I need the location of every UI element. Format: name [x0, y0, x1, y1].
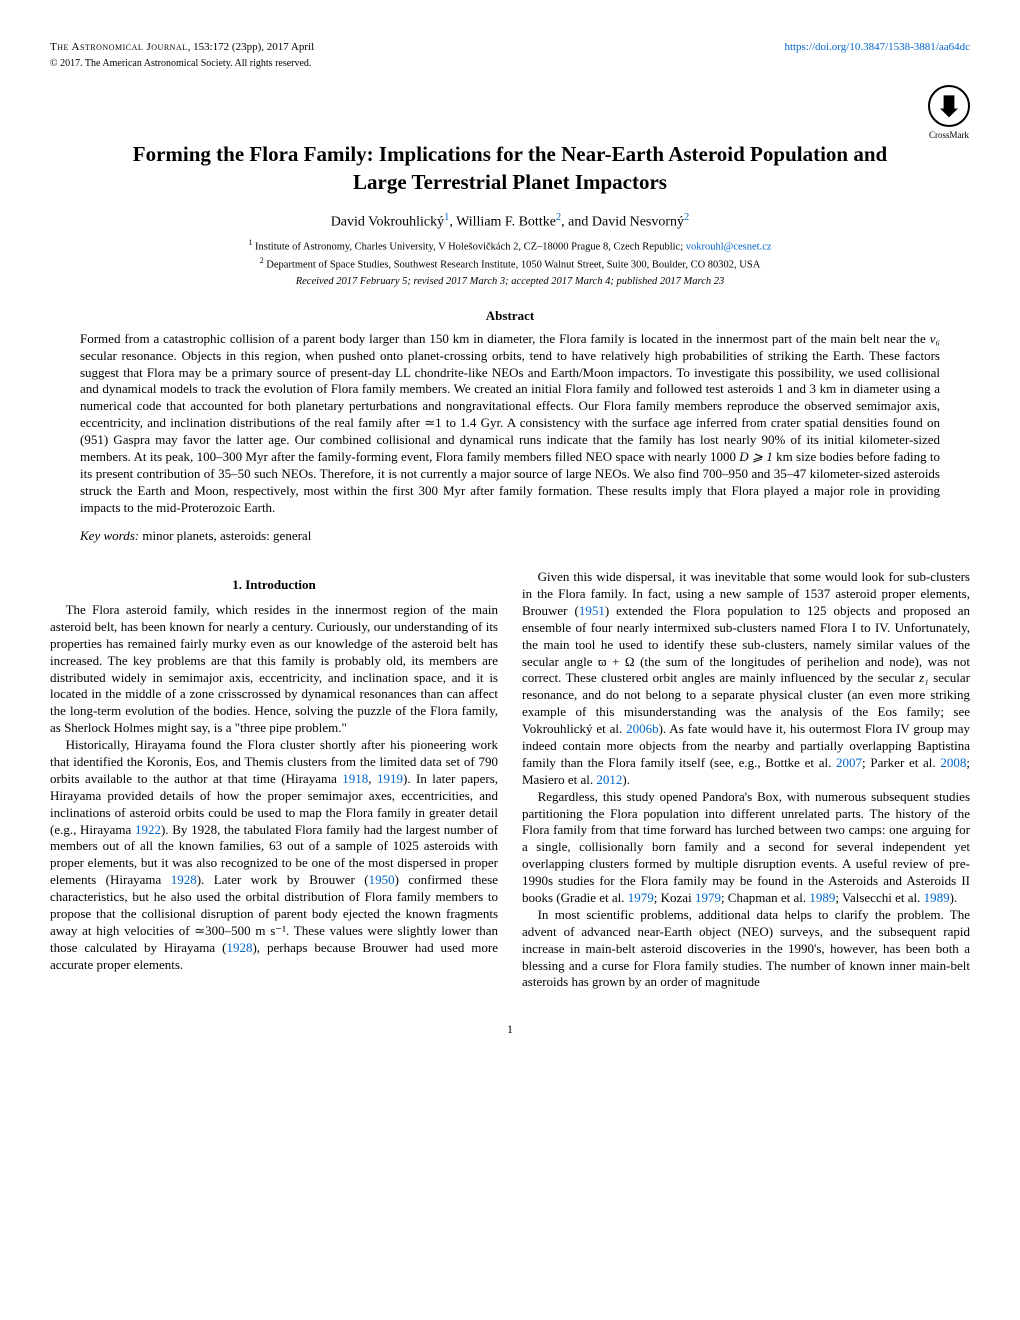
- keywords-line: Key words: minor planets, asteroids: gen…: [80, 527, 940, 545]
- paragraph-4: Regardless, this study opened Pandora's …: [522, 789, 970, 907]
- bookmark-arrow-icon: [940, 95, 958, 117]
- section-1-heading: 1. Introduction: [50, 577, 498, 594]
- citation-info: , 153:172 (23pp), 2017 April: [188, 41, 315, 53]
- crossmark-icon: [928, 85, 970, 127]
- author-list: David Vokrouhlický1, William F. Bottke2,…: [50, 211, 970, 233]
- cite-gradie-1979[interactable]: 1979: [628, 890, 654, 905]
- paper-title: Forming the Flora Family: Implications f…: [110, 141, 910, 196]
- nu6-symbol: ν₆: [930, 331, 940, 346]
- p2-e: ). Later work by Brouwer (: [197, 872, 369, 887]
- author-3-affil-sup[interactable]: 2: [684, 212, 689, 223]
- cite-hirayama-1918[interactable]: 1918: [342, 771, 368, 786]
- author-2: , William F. Bottke: [449, 215, 556, 230]
- p2-b: ,: [368, 771, 377, 786]
- body-columns: 1. Introduction The Flora asteroid famil…: [50, 569, 970, 991]
- cite-hirayama-1928[interactable]: 1928: [171, 872, 197, 887]
- affil-2-text: Department of Space Studies, Southwest R…: [264, 259, 761, 270]
- cite-chapman-1989[interactable]: 1989: [809, 890, 835, 905]
- keywords-label: Key words:: [80, 528, 139, 543]
- copyright-text: © 2017. The American Astronomical Societ…: [50, 57, 970, 71]
- journal-name: The Astronomical Journal: [50, 41, 188, 53]
- cite-bottke-2007[interactable]: 2007: [836, 755, 862, 770]
- abstract-text: Formed from a catastrophic collision of …: [80, 331, 940, 517]
- abstract-heading: Abstract: [50, 307, 970, 325]
- affiliations: 1 Institute of Astronomy, Charles Univer…: [50, 237, 970, 273]
- cite-hirayama-1919[interactable]: 1919: [377, 771, 403, 786]
- p4-a: Regardless, this study opened Pandora's …: [522, 789, 970, 905]
- doi-link[interactable]: https://doi.org/10.3847/1538-3881/aa64dc: [784, 40, 970, 55]
- paragraph-5: In most scientific problems, additional …: [522, 907, 970, 991]
- paragraph-1: The Flora asteroid family, which resides…: [50, 602, 498, 737]
- p4-e: ).: [950, 890, 958, 905]
- cite-brouwer-1951[interactable]: 1951: [579, 603, 605, 618]
- publication-dates: Received 2017 February 5; revised 2017 M…: [50, 275, 970, 289]
- abstract-part-1: Formed from a catastrophic collision of …: [80, 331, 930, 346]
- cite-masiero-2012[interactable]: 2012: [596, 772, 622, 787]
- cite-parker-2008[interactable]: 2008: [940, 755, 966, 770]
- p4-d: ; Valsecchi et al.: [835, 890, 923, 905]
- p3-e: ; Parker et al.: [862, 755, 940, 770]
- cite-hirayama-1928b[interactable]: 1928: [226, 940, 252, 955]
- d-ge-1: D ⩾ 1: [739, 449, 772, 464]
- p4-b: ; Kozai: [654, 890, 695, 905]
- affil-1-text: Institute of Astronomy, Charles Universi…: [252, 241, 685, 252]
- header-row: The Astronomical Journal, 153:172 (23pp)…: [50, 40, 970, 55]
- cite-hirayama-1922[interactable]: 1922: [135, 822, 161, 837]
- p4-c: ; Chapman et al.: [721, 890, 809, 905]
- cite-brouwer-1950[interactable]: 1950: [369, 872, 395, 887]
- paragraph-2: Historically, Hirayama found the Flora c…: [50, 737, 498, 973]
- journal-citation: The Astronomical Journal, 153:172 (23pp)…: [50, 40, 314, 55]
- cite-kozai-1979[interactable]: 1979: [695, 890, 721, 905]
- crossmark-label: CrossMark: [928, 129, 970, 141]
- crossmark-badge[interactable]: CrossMark: [928, 85, 970, 141]
- keywords-text: minor planets, asteroids: general: [139, 528, 311, 543]
- p3-g: ).: [622, 772, 630, 787]
- abstract-part-2: secular resonance. Objects in this regio…: [80, 348, 940, 464]
- paragraph-3: Given this wide dispersal, it was inevit…: [522, 569, 970, 789]
- z1-symbol: z₁: [919, 670, 929, 685]
- author-3: , and David Nesvorný: [561, 215, 684, 230]
- cite-valsecchi-1989[interactable]: 1989: [924, 890, 950, 905]
- author-1: David Vokrouhlický: [331, 215, 444, 230]
- page-number: 1: [50, 1021, 970, 1037]
- cite-vokrouhlicky-2006b[interactable]: 2006b: [626, 721, 659, 736]
- author-email-link[interactable]: vokrouhl@cesnet.cz: [686, 241, 772, 252]
